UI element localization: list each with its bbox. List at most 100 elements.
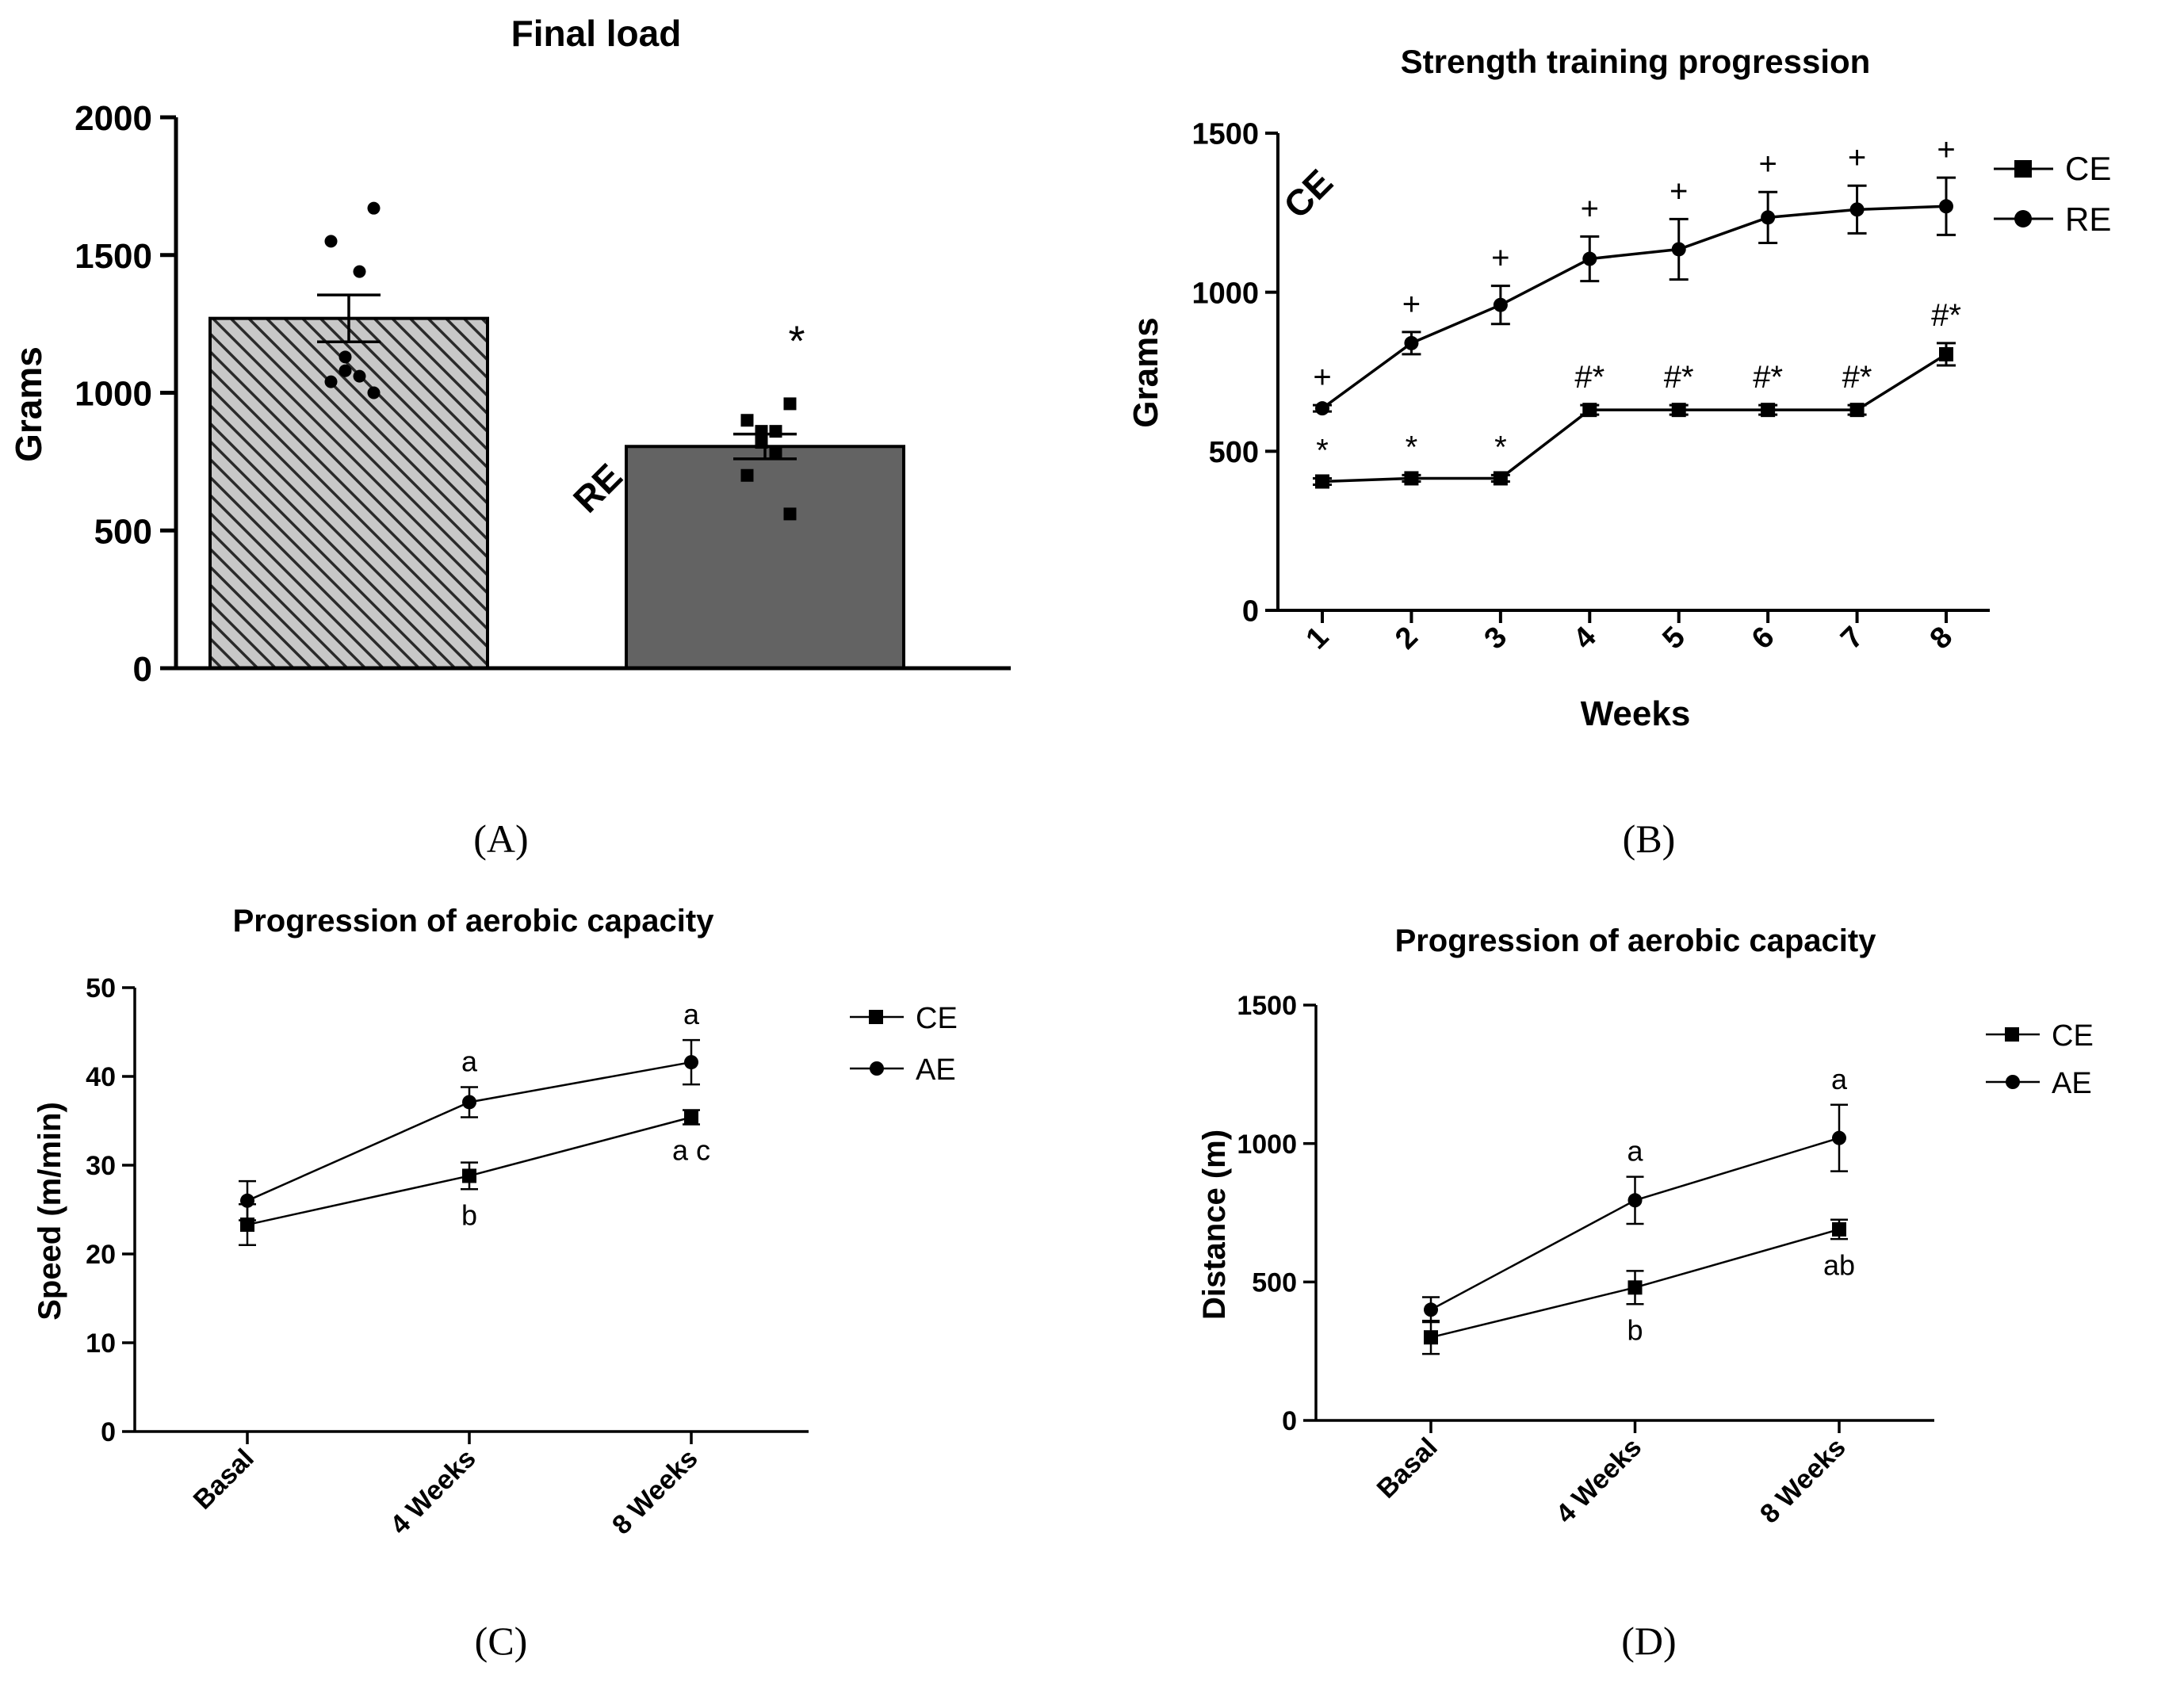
bar-re xyxy=(208,316,489,670)
data-point-circle-marker xyxy=(240,1193,254,1208)
data-point-circle-marker xyxy=(684,1055,698,1070)
panel-c-title: Progression of aerobic capacity xyxy=(233,904,715,938)
x-tick-label: Basal xyxy=(1371,1432,1444,1504)
significance-marker: a xyxy=(683,998,700,1030)
legend-item-ae: AE xyxy=(1986,1067,2092,1100)
x-tick-label: 8 xyxy=(1924,621,1960,656)
significance-marker: b xyxy=(461,1198,477,1231)
data-point-square-marker xyxy=(462,1168,476,1183)
significance-marker: + xyxy=(1758,147,1777,182)
data-point-square-marker xyxy=(1832,1221,1846,1237)
data-point-circle-marker xyxy=(1424,1302,1438,1317)
legend-circle-marker xyxy=(2014,210,2032,227)
panel-d-legend: CE AE xyxy=(1986,1019,2094,1100)
data-point-circle-marker xyxy=(1627,1193,1643,1208)
data-point-square-marker xyxy=(1493,471,1508,486)
data-point-circle-marker xyxy=(367,386,381,399)
y-tick-label: 1500 xyxy=(75,237,152,276)
significance-marker: ab xyxy=(1823,1248,1855,1281)
series-line xyxy=(1321,353,1947,484)
series-ce: b a c xyxy=(239,1109,710,1247)
significance-marker: + xyxy=(1402,287,1421,322)
panel-a-label: (A) xyxy=(473,816,528,861)
y-tick-label: 40 xyxy=(86,1062,116,1092)
data-point-square-marker xyxy=(1761,403,1776,418)
series-re: + + + + + + + + xyxy=(1313,132,1956,416)
legend-label-ce: CE xyxy=(2052,1019,2094,1053)
data-point-circle-marker xyxy=(324,235,338,248)
significance-marker: a xyxy=(1627,1135,1643,1168)
data-point-circle-marker xyxy=(1404,335,1419,350)
legend-square-marker xyxy=(2014,160,2032,178)
y-tick-label: 0 xyxy=(1282,1406,1297,1436)
significance-marker: + xyxy=(1581,191,1599,226)
y-tick-label: 0 xyxy=(133,650,152,689)
x-tick-label: 8 Weeks xyxy=(1754,1432,1852,1530)
significance-marker: a xyxy=(1831,1063,1848,1095)
bar-ce xyxy=(625,445,905,670)
y-tick-label: 500 xyxy=(1209,436,1259,469)
significance-marker: a xyxy=(461,1045,478,1077)
y-tick-label: 1000 xyxy=(75,375,152,414)
data-point-square-marker xyxy=(755,425,768,438)
data-point-circle-marker xyxy=(339,350,352,364)
significance-marker: #* xyxy=(1664,360,1694,395)
series-line xyxy=(1321,205,1947,410)
series-ce: b ab xyxy=(1422,1218,1855,1355)
data-point-square-marker xyxy=(1627,1280,1643,1295)
data-point-square-marker xyxy=(769,425,782,438)
data-point-square-marker xyxy=(1671,403,1686,418)
panel-d-title: Progression of aerobic capacity xyxy=(1395,923,1877,958)
panel-d: Progression of aerobic capacity Distance… xyxy=(1197,923,2094,1663)
data-point-square-marker xyxy=(684,1110,698,1125)
data-point-circle-marker xyxy=(353,369,366,383)
significance-marker: * xyxy=(1494,430,1507,464)
data-point-square-marker xyxy=(1939,346,1953,361)
significance-marker: + xyxy=(1670,174,1688,208)
data-point-square-marker xyxy=(1404,471,1419,486)
data-point-circle-marker xyxy=(1671,242,1686,257)
y-tick-label: 30 xyxy=(86,1151,116,1181)
x-tick-label: 4 xyxy=(1567,621,1603,656)
error-bar xyxy=(317,293,381,343)
legend-label-re: RE xyxy=(2065,201,2111,238)
data-point-circle-marker xyxy=(462,1095,476,1110)
y-tick-label: 500 xyxy=(1252,1268,1297,1298)
legend-square-marker xyxy=(2005,1027,2019,1042)
panel-b-chart: * * * #* #* #* #* #* + + + + + + + +0 500 1000 1500 1 2 3 4 5 6 7… xyxy=(1191,118,1990,656)
significance-marker: * xyxy=(1316,433,1329,468)
significance-marker: + xyxy=(1313,360,1331,395)
x-tick-label: Basal xyxy=(188,1443,260,1516)
legend-circle-marker xyxy=(870,1061,884,1076)
data-point-square-marker xyxy=(1315,474,1329,489)
panel-d-ylabel: Distance (m) xyxy=(1197,1130,1232,1320)
legend-item-re: RE xyxy=(1994,201,2111,238)
x-tick-label: RE xyxy=(565,456,630,521)
legend-square-marker xyxy=(869,1010,883,1024)
x-tick-label: 6 xyxy=(1746,621,1781,656)
panel-c-legend: CE AE xyxy=(850,1002,958,1087)
data-point-circle-marker xyxy=(1939,199,1953,214)
significance-marker: #* xyxy=(1574,360,1605,395)
data-point-square-marker xyxy=(1582,403,1597,418)
y-tick-label: 20 xyxy=(86,1240,116,1270)
data-point-square-marker xyxy=(740,468,754,482)
legend-label-ce: CE xyxy=(2065,150,2111,187)
significance-marker: #* xyxy=(1931,298,1961,333)
data-point-circle-marker xyxy=(1832,1130,1846,1145)
significance-marker: #* xyxy=(1842,360,1872,395)
data-point-circle-marker xyxy=(1582,251,1597,266)
data-point-square-marker xyxy=(783,507,797,521)
data-point-circle-marker xyxy=(367,201,381,215)
panel-b-title: Strength training progression xyxy=(1401,43,1871,80)
significance-marker: + xyxy=(1937,132,1955,167)
legend-item-ce: CE xyxy=(1994,150,2111,187)
y-tick-label: 0 xyxy=(101,1417,116,1447)
panel-c-label: (C) xyxy=(475,1619,528,1663)
x-tick-label: 3 xyxy=(1478,621,1514,656)
series-ce: * * * #* #* #* #* #* xyxy=(1313,298,1961,489)
legend-label-ce: CE xyxy=(916,1002,958,1035)
data-point-circle-marker xyxy=(1849,202,1865,217)
